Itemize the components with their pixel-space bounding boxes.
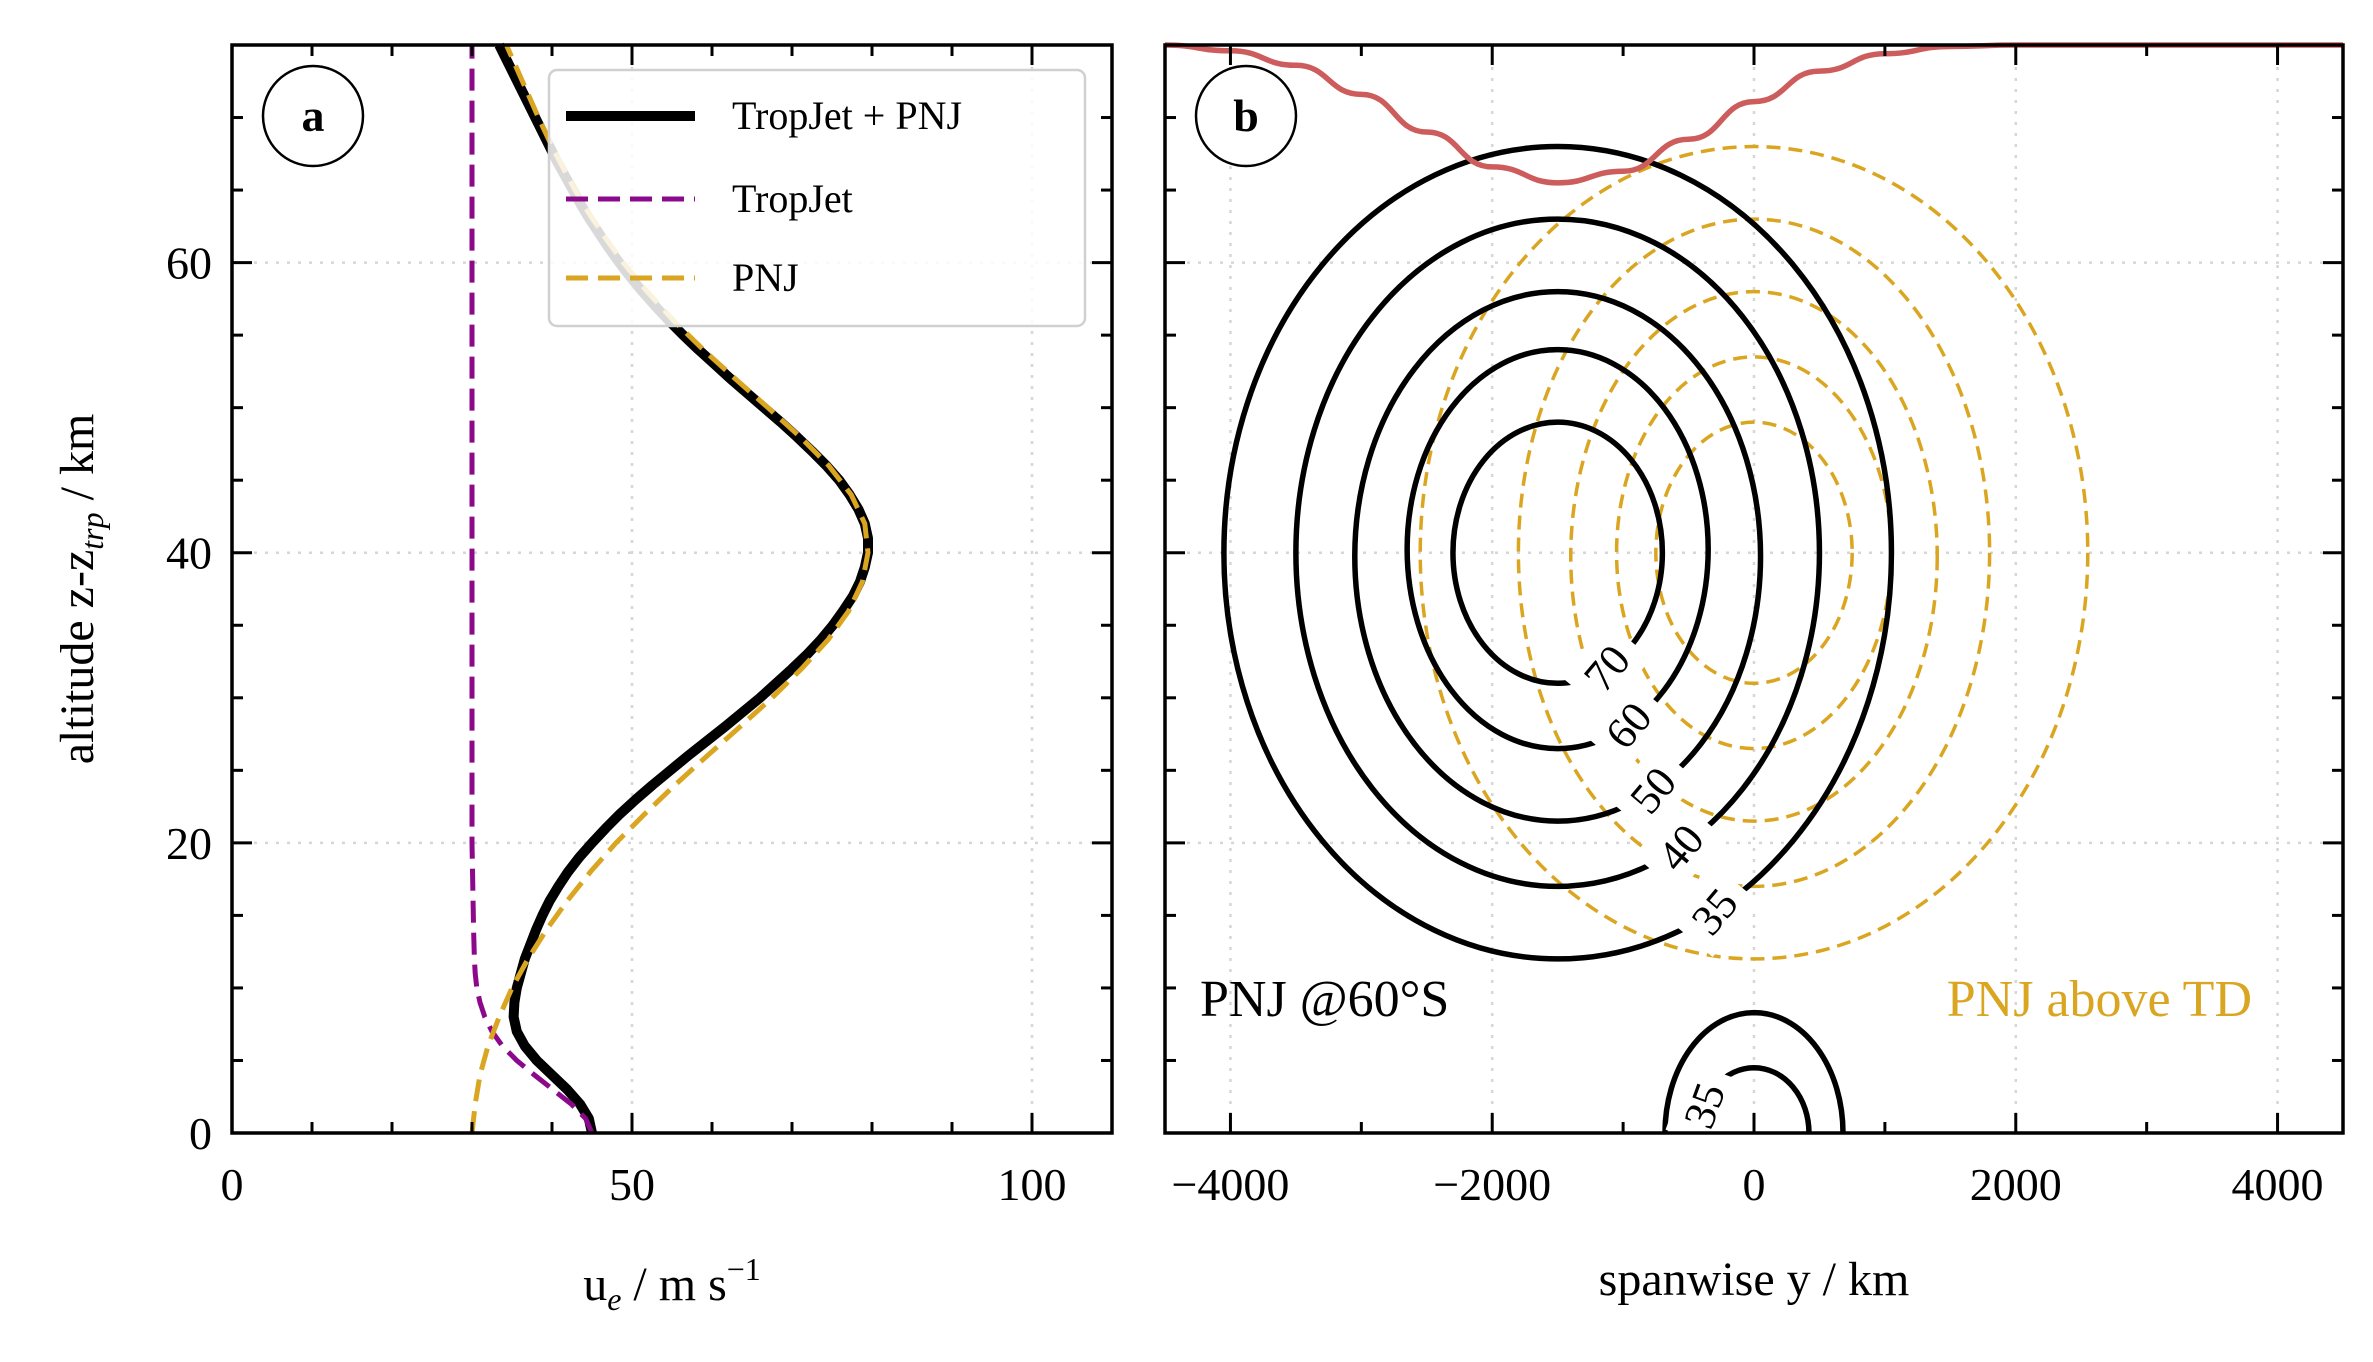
panel-b-x-tick-label: 0 (1743, 1159, 1766, 1210)
panel-a-x-tick-label: 100 (998, 1159, 1067, 1210)
legend: TropJet + PNJ TropJet PNJ (547, 68, 1087, 328)
panel-a-frame (230, 43, 1114, 1135)
legend-box (547, 68, 1087, 328)
contour-pnj-60s-35 (1221, 143, 1895, 962)
panel-b-frame (1163, 43, 2345, 1135)
contour-label-bg (1635, 801, 1726, 893)
panel-a-x-axis-label: ue / m s−1 (583, 1251, 761, 1317)
panel-b-grid (1165, 45, 2343, 1133)
panel-a-y-axis-label: altitude z-ztrp / km (51, 414, 110, 765)
panel-b-ticks (1165, 43, 2343, 1135)
annotation-pnj-60s: PNJ @60°S (1200, 971, 1449, 1028)
panel-b-x-axis-label: spanwise y / km (1599, 1253, 1910, 1306)
contour-pnj-60s-40 (1293, 216, 1823, 890)
contour-pnj-above-td (1654, 420, 1854, 686)
contour-pnj-above-td (1516, 217, 1992, 889)
panel-b-x-tick-label: 2000 (1970, 1159, 2062, 1210)
contour-pnj-60s-70 (1450, 419, 1666, 687)
annotation-pnj-above-td: PNJ above TD (1947, 971, 2252, 1028)
legend-entry-tropjet-pnj: TropJet + PNJ (566, 93, 962, 138)
panel-b-x-tick-labels: −4000 −2000 0 2000 4000 (1171, 1159, 2323, 1210)
contour-pnj-60s-60 (1404, 346, 1711, 752)
contour-pnj-above-td (1418, 144, 2090, 961)
panel-b-x-tick-label: −4000 (1171, 1159, 1289, 1210)
panel-a-x-tick-label: 0 (221, 1159, 244, 1210)
svg-text:a: a (302, 90, 325, 141)
panel-a-y-tick-label: 60 (166, 238, 212, 289)
panel-a-y-tick-label: 40 (166, 528, 212, 579)
contour-pnj-60s-50 (1352, 288, 1764, 824)
contour-pnj-above-td (1569, 289, 1939, 823)
panel-b-x-tick-label: −2000 (1433, 1159, 1551, 1210)
panel-a-y-tick-label: 20 (166, 818, 212, 869)
contour-label-bg (1583, 679, 1673, 771)
contour-label-bg (1562, 622, 1652, 714)
legend-label: TropJet + PNJ (732, 93, 962, 138)
legend-entry-tropjet: TropJet (566, 176, 853, 221)
panel-a-x-tick-label: 50 (609, 1159, 655, 1210)
contour-label-bg (1665, 1062, 1743, 1149)
contour-label-bg (1669, 865, 1759, 957)
panel-a-y-tick-labels: 0 20 40 60 (166, 238, 212, 1159)
panel-a-x-tick-labels: 0 50 100 (221, 1159, 1067, 1210)
legend-label: TropJet (732, 176, 853, 221)
panel-b-x-tick-label: 4000 (2232, 1159, 2324, 1210)
legend-entries: TropJet + PNJ TropJet PNJ (566, 93, 962, 300)
contour-label-bg (1608, 744, 1698, 836)
panel-a-letter: a (261, 64, 365, 168)
panel-a-y-tick-label: 0 (189, 1108, 212, 1159)
legend-entry-pnj: PNJ (566, 255, 799, 300)
svg-text:b: b (1233, 90, 1259, 141)
series-line-tropjet (469, 45, 595, 1135)
legend-label: PNJ (732, 255, 799, 300)
panel-b-pnj-60s-contours (1221, 143, 1895, 962)
panel-b-letter: b (1194, 64, 1298, 168)
panel-a: 0 50 100 0 20 40 60 ue / m s−1 altitude z-ztr… (51, 42, 1114, 1317)
